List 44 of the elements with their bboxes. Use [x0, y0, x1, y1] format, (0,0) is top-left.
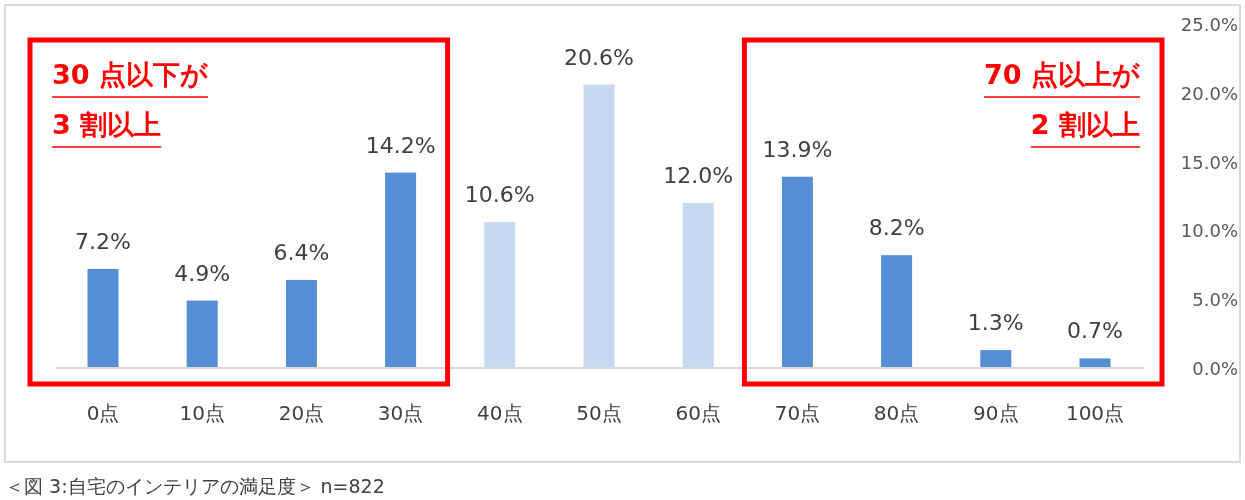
y-tick-label: 5.0% — [1192, 289, 1238, 311]
bar — [881, 255, 913, 368]
data-label: 0.7% — [1067, 318, 1123, 344]
y-tick-label: 10.0% — [1180, 220, 1238, 242]
data-label: 8.2% — [868, 215, 925, 241]
text: ＜図 3:自宅のインテリアの満足度＞ n=822 — [5, 475, 385, 497]
y-tick-label: 20.0% — [1180, 82, 1238, 104]
data-label: 12.0% — [663, 162, 734, 188]
x-tick-label: 50点 — [576, 401, 622, 425]
bar — [285, 279, 317, 368]
data-label: 20.6% — [564, 44, 634, 70]
annotation: 70 点以上が — [984, 59, 1141, 90]
x-tick-label: 30点 — [377, 401, 424, 425]
x-tick-label: 60点 — [675, 401, 721, 425]
x-tick-label: 0点 — [86, 401, 120, 425]
data-label: 10.6% — [464, 182, 535, 208]
annotation: 30 点以下が — [52, 59, 209, 90]
bar — [385, 172, 417, 368]
annotation: 2 割以上 — [1030, 109, 1140, 140]
y-tick-label: 0.0% — [1192, 358, 1238, 379]
bar — [1079, 358, 1111, 368]
data-label: 4.9% — [174, 260, 231, 286]
x-tick-label: 100点 — [1065, 401, 1125, 425]
x-tick-label: 10点 — [179, 401, 225, 425]
x-tick-label: 80点 — [873, 401, 920, 425]
y-tick-label: 15.0% — [1180, 151, 1238, 173]
data-label: 1.3% — [967, 310, 1024, 336]
data-label: 7.2% — [75, 228, 131, 254]
bar — [484, 222, 516, 368]
data-label: 14.2% — [365, 132, 436, 158]
bar — [781, 176, 813, 368]
x-tick-label: 70点 — [774, 401, 821, 425]
bar — [186, 300, 218, 368]
bar — [682, 202, 714, 368]
data-label: 6.4% — [273, 239, 330, 265]
bar — [87, 268, 119, 368]
x-tick-label: 20点 — [278, 401, 325, 425]
x-tick-label: 90点 — [973, 401, 1019, 425]
data-label: 13.9% — [762, 136, 833, 162]
bar — [980, 350, 1012, 368]
bar — [583, 84, 615, 368]
y-tick-label: 25.0% — [1180, 14, 1238, 35]
annotation: 3 割以上 — [52, 109, 162, 140]
x-tick-label: 40点 — [477, 401, 523, 425]
